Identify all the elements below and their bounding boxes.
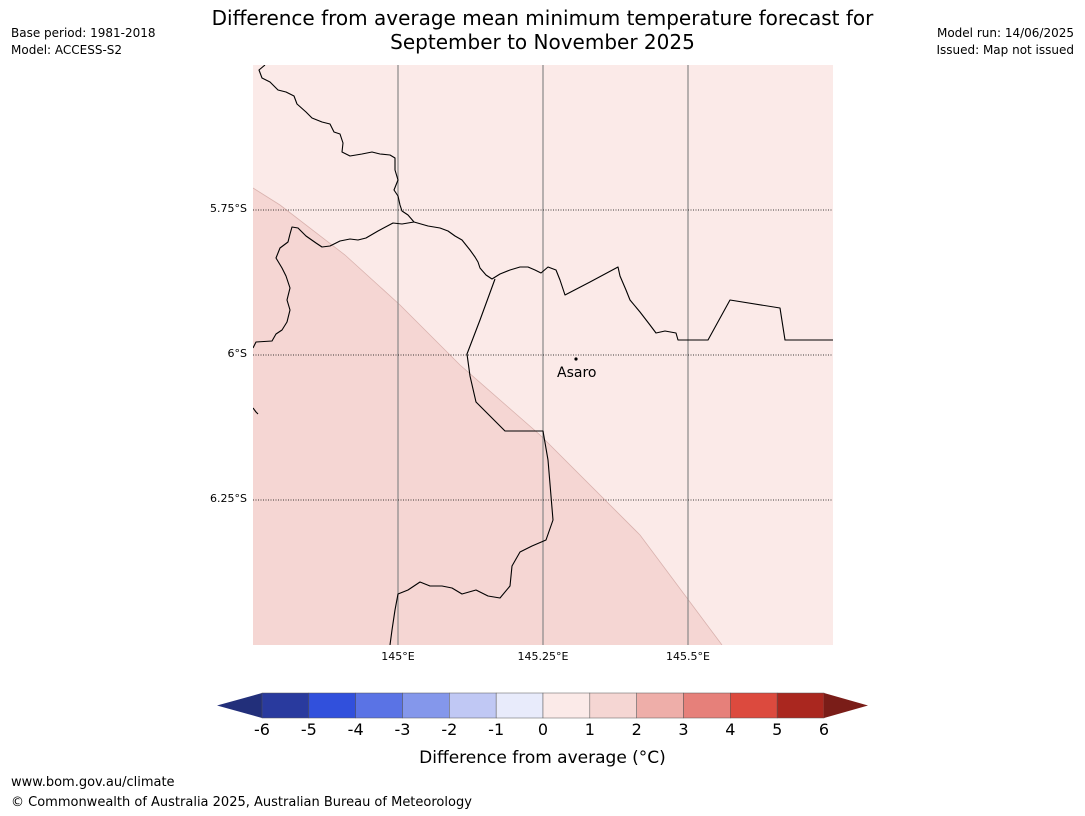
colorbar-tick-label: -4 (347, 720, 364, 739)
lat-label-6-25: 6.25°S (210, 492, 247, 505)
colorbar-segment (261, 692, 310, 719)
colorbar-segment (683, 692, 731, 719)
colorbar-extend-low (217, 693, 262, 718)
title-line-2: September to November 2025 (390, 30, 695, 54)
lon-label-145: 145°E (381, 650, 415, 663)
lon-label-145-5: 145.5°E (666, 650, 710, 663)
colorbar-tick-label: 3 (678, 720, 689, 739)
colorbar-title: Difference from average (°C) (419, 748, 666, 768)
colorbar-segment (495, 692, 544, 719)
colorbar-tick-label: 5 (772, 720, 783, 739)
band-boundary (253, 187, 723, 645)
colorbar-tick-label: 6 (818, 720, 830, 739)
colorbar-segment (542, 692, 591, 719)
footer-copyright: © Commonwealth of Australia 2025, Austra… (11, 795, 472, 810)
colorbar-segment (355, 692, 403, 719)
colorbar-segment (776, 692, 825, 719)
colorbar-segment (636, 692, 684, 719)
model-text: Model: ACCESS-S2 (11, 43, 123, 57)
title-line-1: Difference from average mean minimum tem… (211, 6, 874, 30)
issued-text: Issued: Map not issued (936, 43, 1074, 57)
colorbar-tick-label: -1 (488, 720, 505, 739)
footer-url[interactable]: www.bom.gov.au/climate (11, 775, 175, 790)
place-label-asaro: Asaro (557, 365, 597, 381)
asaro-marker (574, 357, 578, 361)
boundary-east-ridge (413, 221, 833, 341)
map-title: Difference from average mean minimum tem… (0, 6, 1085, 54)
lon-label-145-25: 145.25°E (517, 650, 569, 663)
colorbar-extend-high (824, 693, 868, 718)
colorbar-segment (589, 692, 637, 719)
boundary-west-fragment (253, 407, 259, 415)
colorbar-segment (449, 692, 497, 719)
lat-label-5-75: 5.75°S (210, 202, 247, 215)
model-run-text: Model run: 14/06/2025 (936, 26, 1074, 40)
colorbar-tick-label: 0 (537, 720, 549, 739)
colorbar-tick-label: -3 (394, 720, 411, 739)
boundary-north (253, 65, 415, 349)
base-period-text: Base period: 1981-2018 (11, 26, 156, 40)
colorbar-segment (730, 692, 778, 719)
band-1-to-2 (253, 188, 722, 645)
colorbar-tick-label: -6 (254, 720, 270, 739)
boundary-south (389, 278, 554, 645)
meta-right: Model run: 14/06/2025 Issued: Map not is… (936, 25, 1074, 59)
colorbar-segment (308, 692, 356, 719)
colorbar-tick-label: 4 (725, 720, 736, 739)
meta-left: Base period: 1981-2018 Model: ACCESS-S2 (11, 25, 156, 59)
colorbar-tick-label: -2 (441, 720, 458, 739)
colorbar-tick-label: 2 (631, 720, 642, 739)
colorbar-tick-label: -5 (300, 720, 317, 739)
colorbar-segment (402, 692, 450, 719)
lat-label-6: 6°S (227, 347, 247, 360)
colorbar-tick-label: 1 (584, 720, 595, 739)
